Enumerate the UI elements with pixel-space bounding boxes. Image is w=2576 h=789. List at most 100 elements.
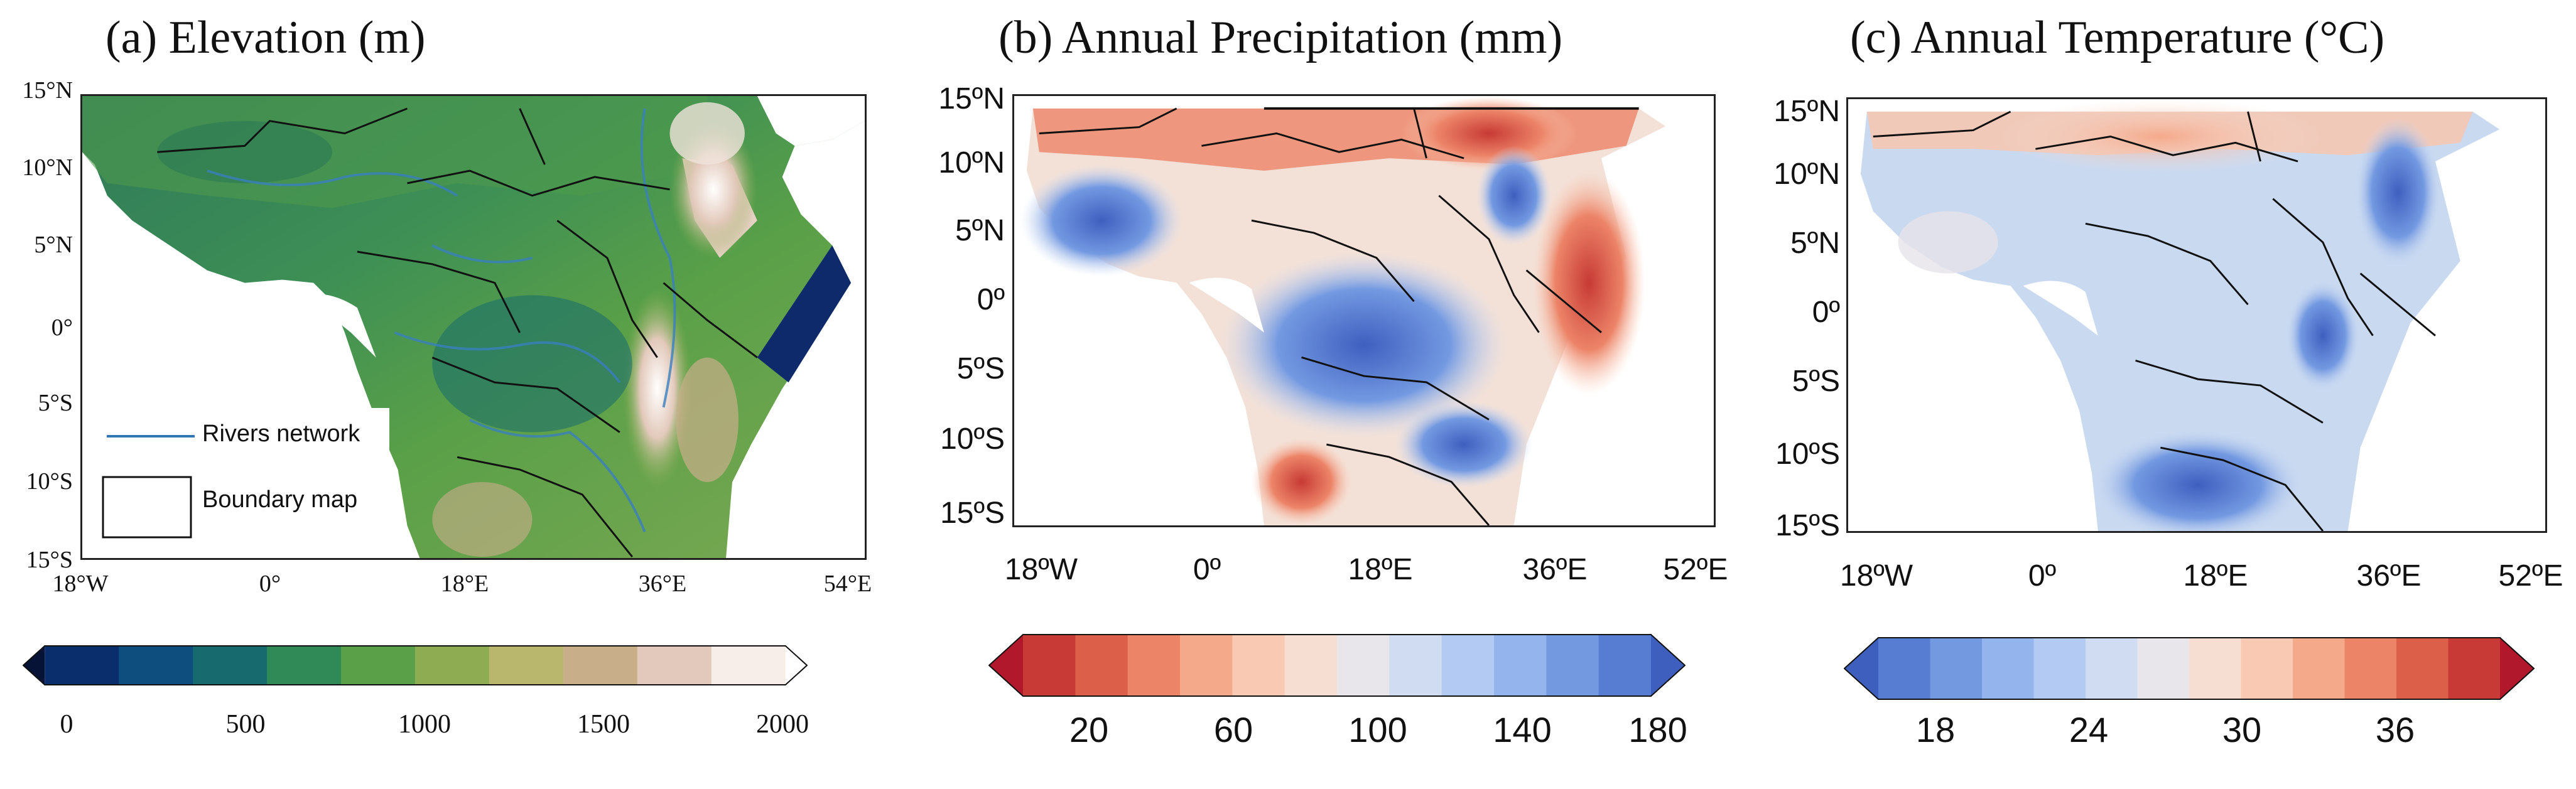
x-label: 0° bbox=[259, 571, 281, 597]
colorbar-segment bbox=[1546, 634, 1599, 697]
colorbar-segment bbox=[2293, 637, 2346, 700]
colorbar-segment bbox=[489, 645, 564, 685]
colorbar-min-arrow bbox=[1844, 637, 1878, 700]
y-label: 10ºS bbox=[1775, 437, 1840, 471]
colorbar-segment bbox=[2137, 637, 2190, 700]
colorbar-segment bbox=[1982, 637, 2035, 700]
colorbar-segment bbox=[1494, 634, 1547, 697]
temperature-colorbar bbox=[1844, 637, 2535, 700]
colorbar-segment bbox=[711, 645, 786, 685]
y-label: 15°S bbox=[26, 547, 73, 573]
y-label: 0º bbox=[977, 283, 1005, 316]
colorbar-segment bbox=[1598, 634, 1652, 697]
colorbar-segment bbox=[1284, 634, 1338, 697]
colorbar-tick: 30 bbox=[2222, 710, 2262, 749]
colorbar-segment bbox=[415, 645, 490, 685]
y-label: 15ºS bbox=[1775, 509, 1840, 542]
panel-temperature: (c) Annual Temperature (°C) bbox=[1733, 0, 2576, 789]
y-label: 10ºN bbox=[938, 146, 1005, 180]
panel-title: (b) Annual Precipitation (mm) bbox=[998, 12, 1563, 63]
panel-title: (a) Elevation (m) bbox=[106, 12, 426, 63]
elevation-colorbar bbox=[23, 645, 808, 685]
colorbar-segment bbox=[2241, 637, 2293, 700]
x-label: 18ºE bbox=[1348, 553, 1413, 586]
panel-elevation: (a) Elevation (m) bbox=[0, 0, 879, 789]
colorbar-tick: 140 bbox=[1493, 710, 1552, 749]
colorbar-max-arrow bbox=[1651, 634, 1686, 697]
colorbar-tick: 18 bbox=[1915, 710, 1956, 749]
x-label: 54°E bbox=[823, 571, 872, 597]
x-label: 18°E bbox=[440, 571, 489, 597]
colorbar-outline bbox=[1844, 637, 2535, 700]
x-label: 0º bbox=[1193, 553, 1221, 586]
colorbar-tick: 100 bbox=[1348, 710, 1407, 749]
x-label: 36°E bbox=[638, 571, 687, 597]
colorbar-segment bbox=[45, 645, 120, 685]
colorbar-segment bbox=[637, 645, 712, 685]
colorbar-segment bbox=[341, 645, 416, 685]
panel-precipitation: (b) Annual Precipitation (mm) bbox=[879, 0, 1733, 789]
x-label: 18ºW bbox=[1004, 553, 1078, 586]
colorbar-segment bbox=[1023, 634, 1076, 697]
colorbar-outline bbox=[988, 634, 1686, 697]
colorbar-segment bbox=[1075, 634, 1128, 697]
map-legend: Rivers network Boundary map bbox=[100, 408, 389, 546]
colorbar-tick: 2000 bbox=[756, 710, 809, 739]
x-label: 52ºE bbox=[2498, 559, 2563, 593]
colorbar-min-arrow bbox=[988, 634, 1023, 697]
colorbar-segment bbox=[563, 645, 638, 685]
precipitation-colorbar bbox=[988, 634, 1686, 697]
boundary-box-icon bbox=[102, 476, 192, 539]
colorbar-max-arrow bbox=[785, 645, 808, 685]
colorbar-tick: 1500 bbox=[577, 710, 630, 739]
colorbar-segment bbox=[193, 645, 268, 685]
y-label: 0° bbox=[51, 314, 73, 341]
colorbar-segment bbox=[2344, 637, 2397, 700]
colorbar-tick: 20 bbox=[1069, 710, 1109, 749]
y-label: 5ºN bbox=[955, 214, 1005, 247]
y-label: 15°N bbox=[22, 77, 73, 104]
precipitation-map bbox=[1012, 94, 1716, 527]
y-label: 5ºN bbox=[1790, 227, 1840, 260]
colorbar-tick: 36 bbox=[2375, 710, 2415, 749]
x-label: 36ºE bbox=[1522, 553, 1588, 586]
colorbar-tick: 1000 bbox=[398, 710, 451, 739]
y-label: 5°N bbox=[34, 232, 73, 258]
colorbar-max-arrow bbox=[2500, 637, 2535, 700]
colorbar-segment bbox=[267, 645, 342, 685]
y-label: 10ºN bbox=[1773, 158, 1840, 191]
colorbar-segment bbox=[1441, 634, 1495, 697]
legend-symbols bbox=[102, 435, 195, 539]
y-label: 10°S bbox=[26, 468, 73, 495]
x-label: 18ºE bbox=[2183, 559, 2248, 593]
colorbar-segment bbox=[1180, 634, 1233, 697]
colorbar-segment bbox=[2086, 637, 2138, 700]
y-label: 15ºS bbox=[940, 496, 1005, 530]
colorbar-segment bbox=[1232, 634, 1285, 697]
colorbar-tick: 24 bbox=[2069, 710, 2109, 749]
x-label: 18°W bbox=[52, 571, 109, 597]
x-label: 0º bbox=[2028, 559, 2057, 593]
colorbar-segment bbox=[1930, 637, 1983, 700]
colorbar-tick: 500 bbox=[225, 710, 266, 739]
y-label: 10ºS bbox=[940, 422, 1005, 456]
y-label: 15ºN bbox=[1773, 95, 1840, 128]
x-label: 18ºW bbox=[1839, 559, 1913, 593]
colorbar-tick: 0 bbox=[60, 710, 73, 739]
colorbar-segment bbox=[1127, 634, 1181, 697]
y-label: 5ºS bbox=[1792, 365, 1840, 398]
colorbar-outline bbox=[23, 645, 808, 685]
y-label: 15ºN bbox=[938, 82, 1005, 115]
colorbar-segment bbox=[2189, 637, 2242, 700]
legend-boundary-label: Boundary map bbox=[202, 486, 358, 513]
colorbar-segment bbox=[1337, 634, 1390, 697]
colorbar-min-arrow bbox=[23, 645, 45, 685]
y-label: 10°N bbox=[22, 154, 73, 181]
colorbar-segment bbox=[2396, 637, 2449, 700]
colorbar-segment bbox=[1878, 637, 1931, 700]
colorbar-segment bbox=[1389, 634, 1442, 697]
panel-title: (c) Annual Temperature (°C) bbox=[1850, 12, 2385, 63]
legend-rivers-label: Rivers network bbox=[202, 421, 360, 447]
y-label: 5ºS bbox=[956, 352, 1005, 385]
colorbar-tick: 60 bbox=[1213, 710, 1253, 749]
